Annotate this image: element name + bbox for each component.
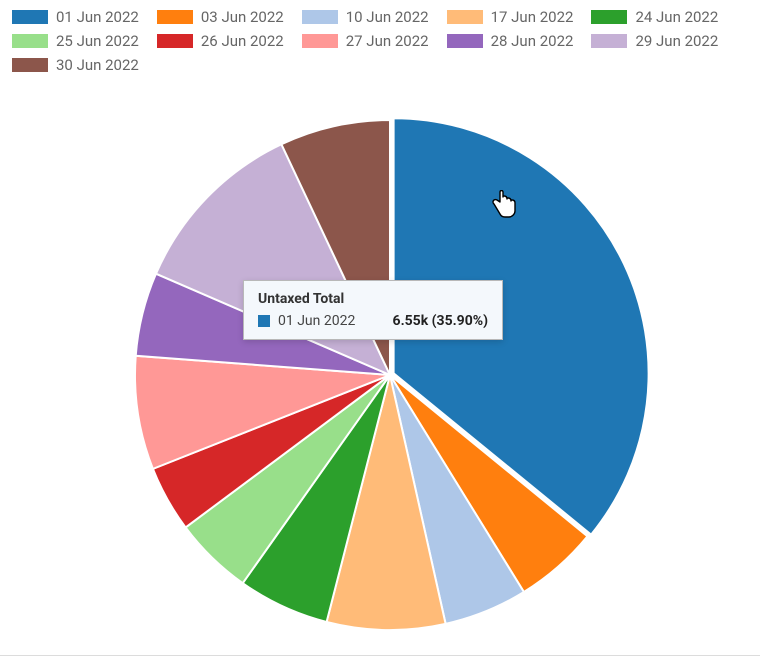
legend-item[interactable]: 17 Jun 2022 bbox=[447, 8, 574, 26]
legend-label: 17 Jun 2022 bbox=[491, 8, 574, 26]
legend-item[interactable]: 01 Jun 2022 bbox=[12, 8, 139, 26]
legend-swatch bbox=[12, 34, 48, 48]
legend-item[interactable]: 25 Jun 2022 bbox=[12, 32, 139, 50]
legend-item[interactable]: 29 Jun 2022 bbox=[591, 32, 718, 50]
legend-item[interactable]: 10 Jun 2022 bbox=[302, 8, 429, 26]
legend-item[interactable]: 27 Jun 2022 bbox=[302, 32, 429, 50]
legend-swatch bbox=[302, 34, 338, 48]
legend: 01 Jun 2022 03 Jun 2022 10 Jun 2022 17 Jun … bbox=[0, 0, 760, 78]
pie-chart-area bbox=[0, 95, 760, 655]
legend-item[interactable]: 26 Jun 2022 bbox=[157, 32, 284, 50]
legend-label: 10 Jun 2022 bbox=[346, 8, 429, 26]
legend-swatch bbox=[157, 10, 193, 24]
legend-swatch bbox=[591, 10, 627, 24]
legend-label: 30 Jun 2022 bbox=[56, 56, 139, 74]
legend-swatch bbox=[447, 34, 483, 48]
chart-container: 01 Jun 2022 03 Jun 2022 10 Jun 2022 17 Jun … bbox=[0, 0, 760, 656]
legend-label: 27 Jun 2022 bbox=[346, 32, 429, 50]
legend-label: 01 Jun 2022 bbox=[56, 8, 139, 26]
legend-swatch bbox=[302, 10, 338, 24]
legend-item[interactable]: 30 Jun 2022 bbox=[12, 56, 139, 74]
legend-label: 26 Jun 2022 bbox=[201, 32, 284, 50]
legend-swatch bbox=[447, 10, 483, 24]
legend-label: 28 Jun 2022 bbox=[491, 32, 574, 50]
legend-label: 24 Jun 2022 bbox=[635, 8, 718, 26]
legend-label: 25 Jun 2022 bbox=[56, 32, 139, 50]
legend-item[interactable]: 24 Jun 2022 bbox=[591, 8, 718, 26]
legend-swatch bbox=[157, 34, 193, 48]
legend-item[interactable]: 28 Jun 2022 bbox=[447, 32, 574, 50]
legend-label: 03 Jun 2022 bbox=[201, 8, 284, 26]
legend-swatch bbox=[12, 58, 48, 72]
legend-swatch bbox=[591, 34, 627, 48]
legend-swatch bbox=[12, 10, 48, 24]
pie-chart[interactable] bbox=[129, 114, 651, 636]
legend-label: 29 Jun 2022 bbox=[635, 32, 718, 50]
legend-item[interactable]: 03 Jun 2022 bbox=[157, 8, 284, 26]
